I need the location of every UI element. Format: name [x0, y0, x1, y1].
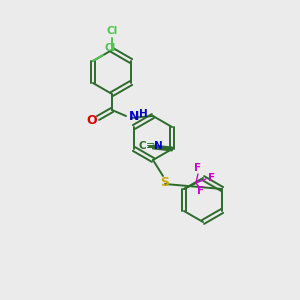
Text: N: N: [154, 141, 162, 151]
Text: Cl: Cl: [105, 43, 116, 53]
Text: O: O: [87, 113, 97, 127]
Text: Cl: Cl: [106, 26, 118, 36]
Text: C: C: [138, 141, 146, 151]
Text: N: N: [129, 110, 139, 122]
Text: ≡: ≡: [146, 141, 155, 151]
Text: F: F: [208, 173, 215, 183]
Text: F: F: [197, 186, 205, 196]
Text: F: F: [194, 163, 202, 173]
Text: S: S: [160, 176, 169, 188]
Text: H: H: [139, 109, 147, 119]
